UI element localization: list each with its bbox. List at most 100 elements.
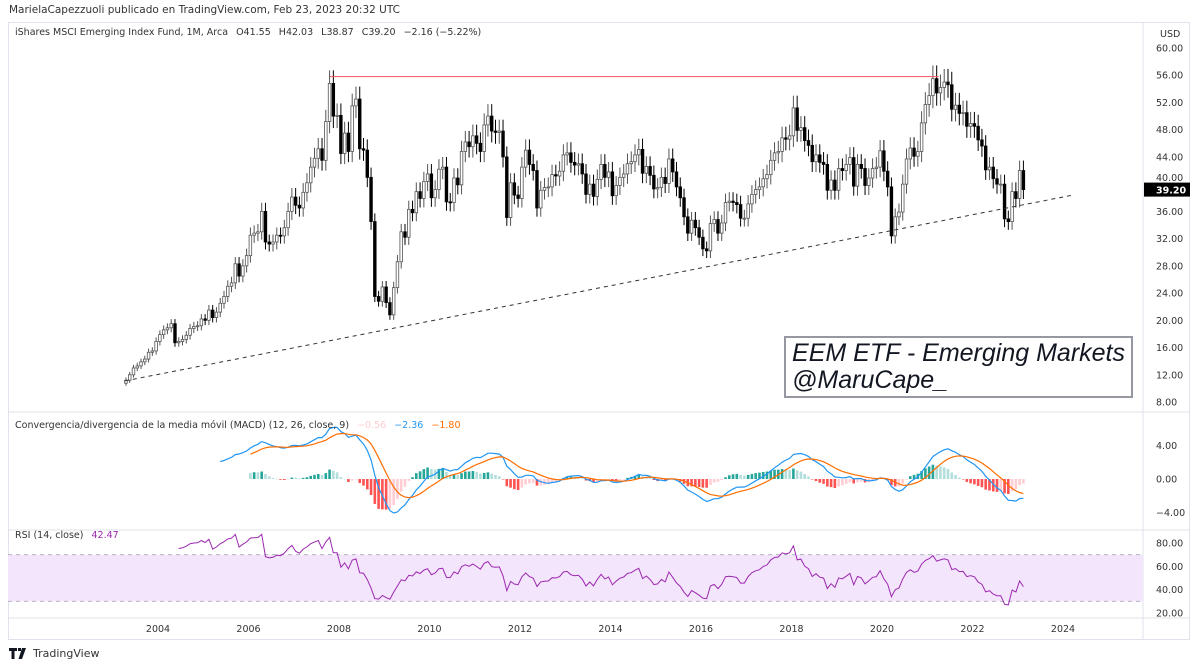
rsi-title[interactable]: RSI (14, close) [15,530,84,541]
macd-histogram-bar [833,479,837,489]
candle [663,176,667,184]
candle [463,141,468,152]
candle [241,265,245,277]
candle [188,328,192,336]
macd-histogram-bar [694,479,697,487]
chart-frame [8,22,1190,640]
macd-histogram-bar [844,479,848,484]
rsi-tick-label: 20.00 [1156,609,1183,620]
macd-histogram-bar [546,479,550,485]
macd-histogram-bar [939,466,942,479]
candle [787,135,792,140]
time-tick-label: 2022 [960,624,984,635]
macd-histogram-bar [920,471,923,479]
candle [614,185,618,197]
macd-histogram-bar [550,479,554,483]
candle [652,174,656,190]
macd-histogram-bar [456,475,460,479]
macd-histogram-bar [697,479,701,487]
macd-histogram-bar [482,472,486,479]
candle [520,166,524,199]
candle [625,163,630,175]
candle [991,166,995,180]
candle [855,164,860,187]
macd-histogram-bar [607,479,610,480]
candle [192,326,196,329]
candle [897,211,901,218]
rsi-tick-label: 80.00 [1156,539,1183,550]
macd-histogram-bar [633,475,637,479]
candle [825,164,830,191]
macd-histogram-bar [852,479,856,484]
candle [467,141,471,148]
macd-histogram-bar [490,473,494,479]
macd-histogram-bar [788,469,791,479]
candle [165,327,170,331]
macd-histogram-bar [290,477,294,479]
macd-histogram-bar [328,469,331,479]
candle [965,112,969,127]
macd-histogram-bar [524,479,527,485]
candle [640,149,645,174]
candle [267,241,271,245]
candle [591,183,596,197]
macd-histogram-bar [528,479,531,484]
candle [527,149,532,165]
rsi-value: 42.47 [91,530,119,541]
macd-histogram-bar [739,474,742,479]
macd-signal-value: −1.80 [431,420,461,431]
candle [497,130,501,133]
macd-histogram-bar [460,473,463,479]
macd-histogram-bar [509,479,512,488]
macd-histogram-bar [652,479,656,481]
candle [1017,170,1022,199]
macd-histogram-bar [991,479,995,492]
candle [256,231,260,234]
candle [410,208,415,214]
candle [606,171,611,178]
candle [738,204,743,219]
macd-histogram-bar [701,479,705,488]
footer-brand[interactable]: TradingView [33,647,100,660]
candle [916,151,920,157]
candle [361,148,366,151]
macd-histogram-bar [407,479,411,481]
macd-histogram-bar [716,479,720,482]
macd-histogram-bar [264,474,267,479]
macd-title[interactable]: Convergencia/divergencia de la media móv… [15,420,350,431]
candle [535,170,539,209]
candle [259,210,264,233]
candle [572,161,577,166]
macd-histogram-bar [780,469,784,479]
macd-histogram-bar [486,472,490,479]
candle [806,140,811,146]
symbol-name[interactable]: iShares MSCI Emerging Index Fund, 1M, Ar… [15,27,229,38]
candle [995,178,999,185]
candle [584,173,588,195]
macd-histogram-bar [803,474,806,479]
macd-histogram-bar [592,479,595,483]
candle [976,125,980,141]
candle [833,179,837,191]
candle [214,311,219,318]
signal-line [250,433,1024,499]
macd-histogram-bar [1014,479,1018,490]
macd-histogram-bar [814,479,818,482]
macd-histogram-bar [663,479,667,482]
macd-histogram-bar [403,479,407,487]
candle [999,183,1003,186]
macd-histogram-bar [494,475,497,479]
candle [233,263,238,284]
candle [867,177,871,186]
candle [131,367,136,376]
candle [271,241,275,245]
annotation-box[interactable]: EEM ETF - Emerging Markets @MaruCape_ [784,336,1133,398]
candle [565,152,569,156]
candle [474,135,479,144]
candle [599,164,603,180]
candle [697,227,701,238]
macd-hist-value: −0.56 [357,420,387,431]
candle [923,104,928,124]
macd-histogram-bar [448,474,452,479]
